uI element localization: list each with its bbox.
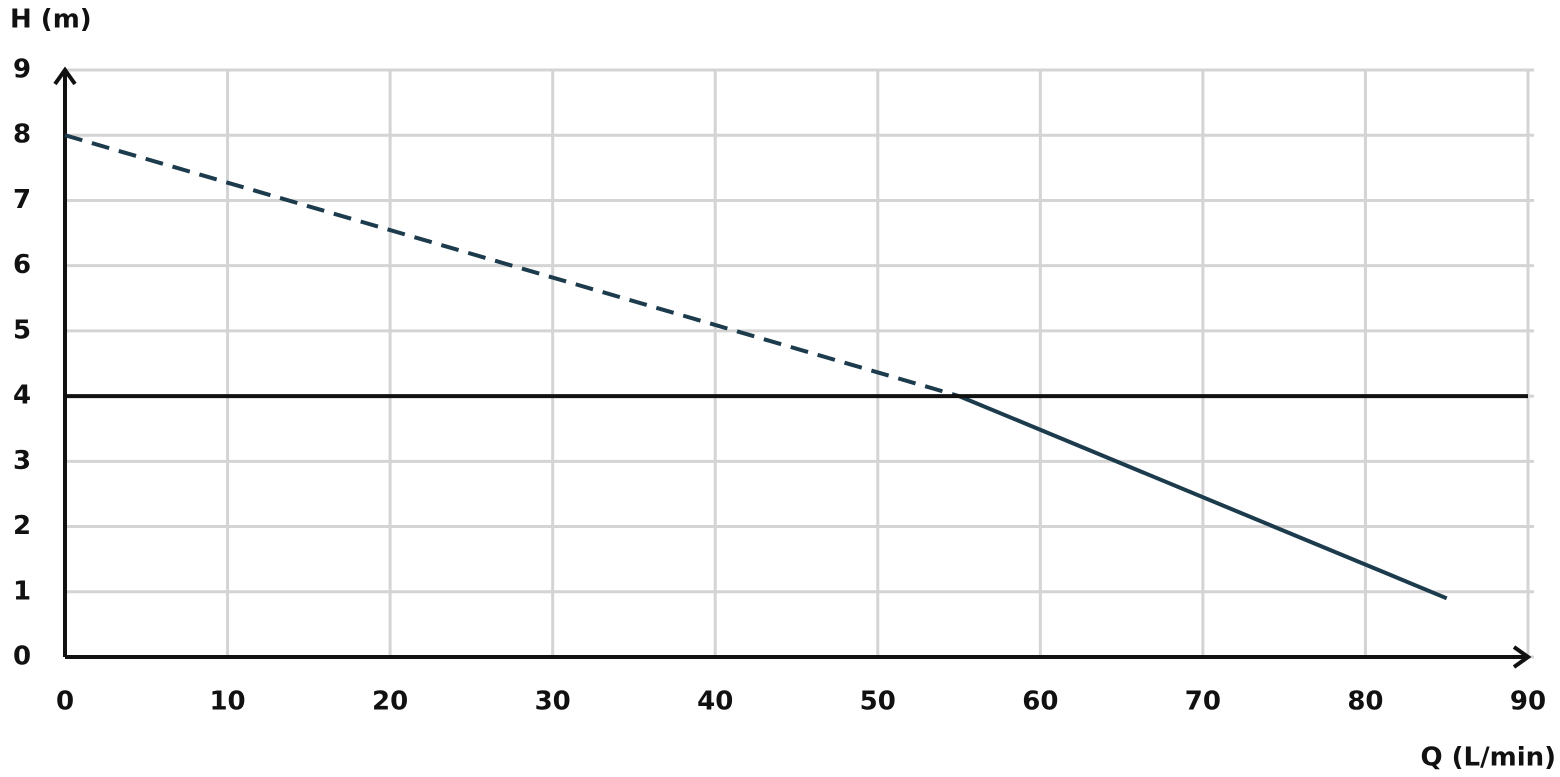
x-tick-label: 10 (209, 687, 245, 717)
series-line (64, 133, 960, 399)
x-tick-label: 80 (1347, 687, 1383, 717)
y-axis-arrow (53, 66, 77, 86)
x-tick-label: 70 (1185, 687, 1221, 717)
x-axis-label: Q (L/min) (1421, 743, 1557, 773)
x-tick-label: 60 (1022, 687, 1058, 717)
y-tick-label: 3 (13, 446, 31, 476)
x-tick-label: 0 (56, 687, 74, 717)
x-tick-label: 30 (535, 687, 571, 717)
y-tick-label: 4 (13, 381, 31, 411)
y-tick-label: 1 (13, 576, 31, 606)
x-axis-arrow (1512, 645, 1532, 669)
y-tick-label: 6 (13, 250, 31, 280)
y-axis-label: H (m) (10, 5, 92, 35)
y-tick-label: 2 (13, 511, 31, 541)
x-tick-label: 50 (860, 687, 896, 717)
series-line (958, 394, 1448, 601)
x-tick-label: 20 (372, 687, 408, 717)
y-tick-label: 7 (13, 185, 31, 215)
y-tick-label: 5 (13, 315, 31, 345)
y-tick-label: 8 (13, 120, 31, 150)
y-tick-label: 9 (13, 55, 31, 85)
x-tick-label: 90 (1510, 687, 1546, 717)
y-tick-label: 0 (13, 642, 31, 672)
x-tick-label: 40 (697, 687, 733, 717)
